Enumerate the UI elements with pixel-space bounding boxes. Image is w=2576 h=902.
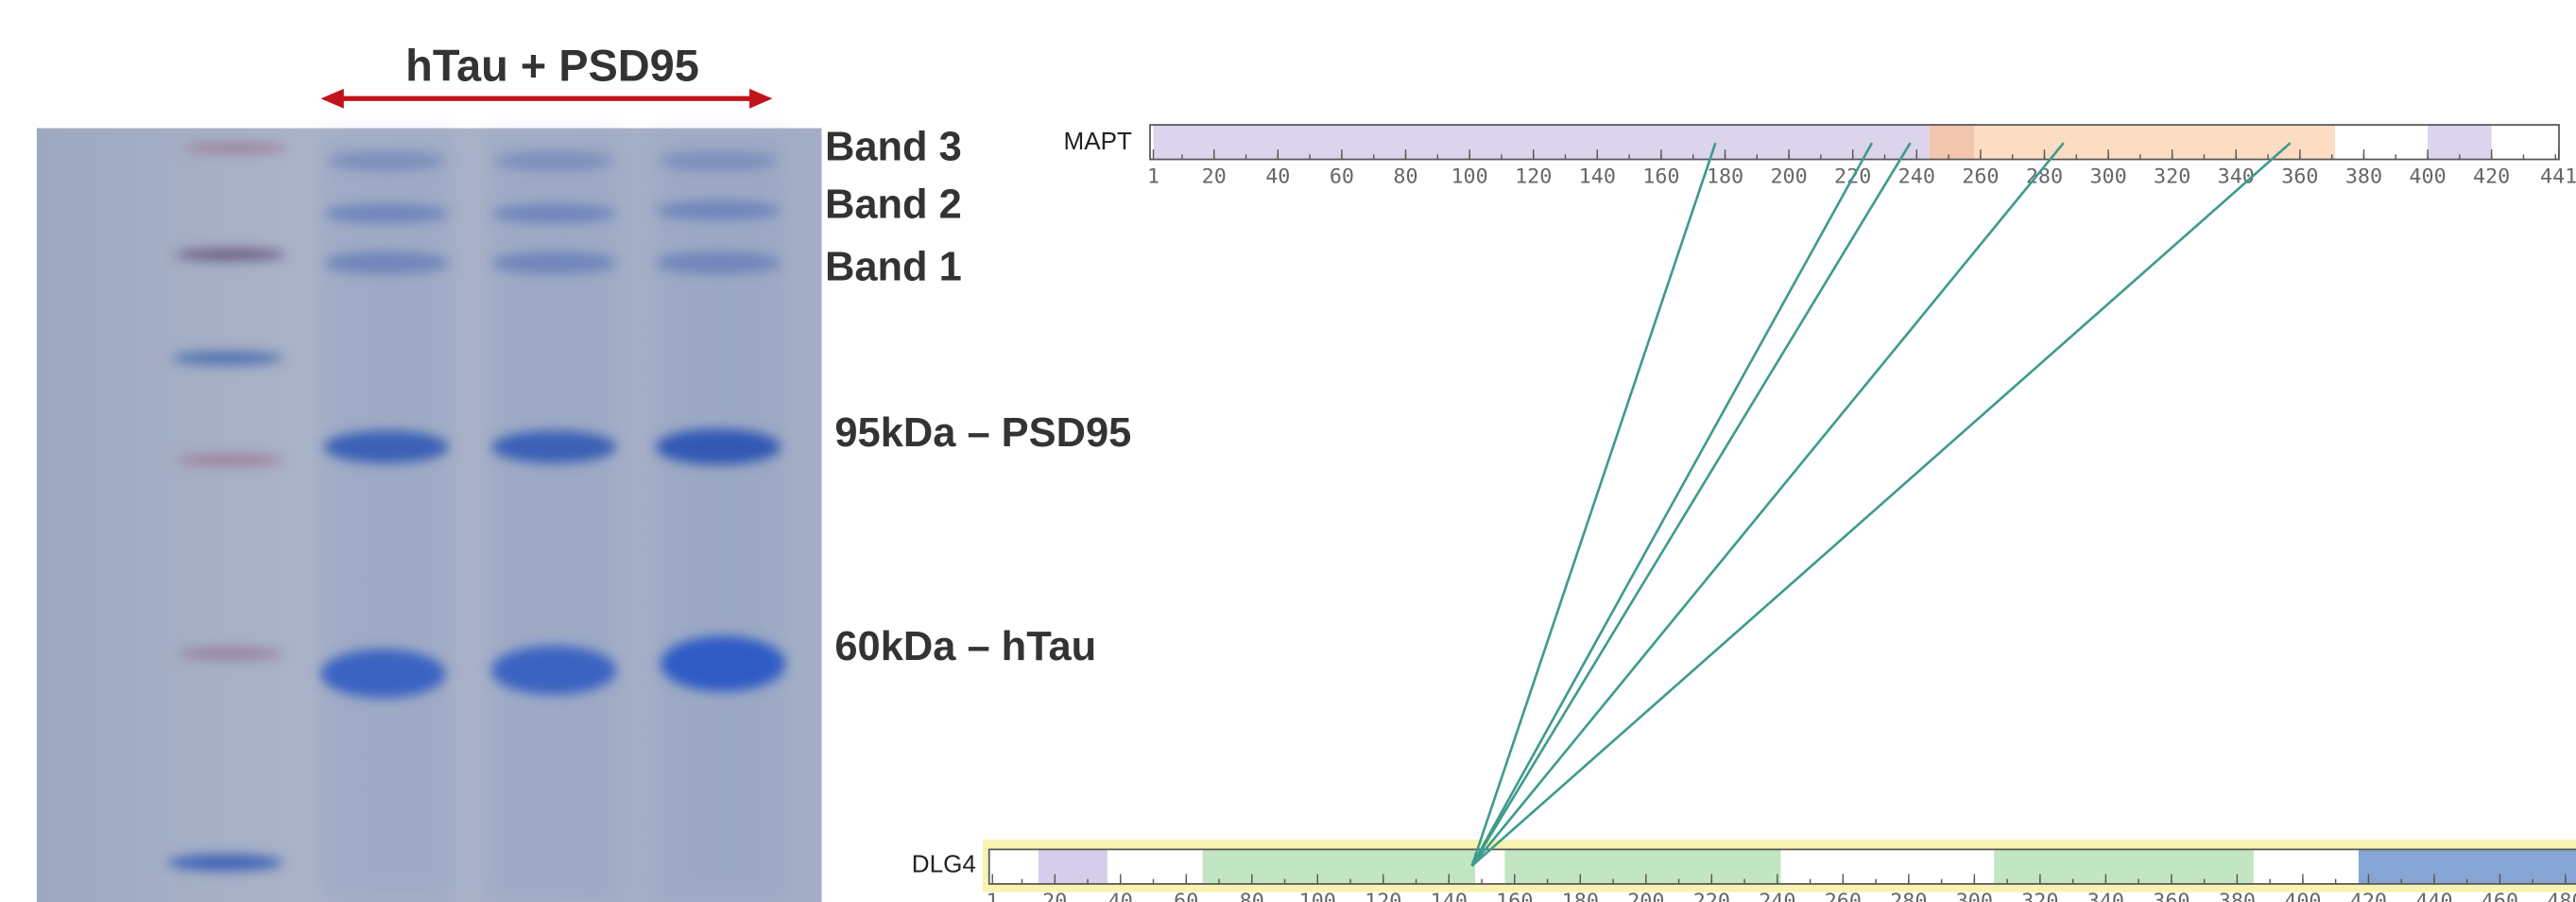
tick-label: 340 — [2087, 890, 2124, 902]
tick-label: 280 — [1890, 890, 1927, 902]
tick-label: 1 — [987, 890, 999, 902]
tick-label: 200 — [1627, 890, 1664, 902]
tick-label: 400 — [2409, 165, 2446, 189]
tick-label: 220 — [1693, 890, 1730, 902]
tick-label: 160 — [1496, 890, 1533, 902]
protein-label: DLG4 — [912, 850, 976, 878]
tick-label: 80 — [1393, 165, 1417, 189]
band-label: Band 1 — [825, 244, 962, 289]
domain — [1930, 125, 1974, 159]
tick-label: 100 — [1299, 890, 1336, 902]
tick-label: 80 — [1240, 890, 1264, 902]
tick-label: 380 — [2219, 890, 2256, 902]
figure: hTau + PSD95 Band 3 Band 2 Band 1 95kDa … — [0, 0, 2576, 902]
tick-label: 320 — [2154, 165, 2190, 189]
tick-label: 120 — [1365, 890, 1401, 902]
domain — [1039, 849, 1108, 883]
tick-label: 300 — [1956, 890, 1993, 902]
tick-label: 40 — [1265, 165, 1290, 189]
tick-label: 340 — [2218, 165, 2255, 189]
gel-title: hTau + PSD95 — [405, 41, 699, 90]
domain — [1504, 849, 1780, 883]
tick-label: 400 — [2284, 890, 2321, 902]
crosslink — [1472, 143, 2064, 866]
tick-label: 240 — [1759, 890, 1795, 902]
tick-label: 140 — [1579, 165, 1616, 189]
tick-label: 480 — [2547, 890, 2576, 902]
tick-label: 180 — [1707, 165, 1743, 189]
band-label: Band 2 — [825, 182, 962, 227]
tick-label: 440 — [2415, 890, 2452, 902]
tick-label: 360 — [2281, 165, 2318, 189]
tick-label: 240 — [1898, 165, 1935, 189]
tick-label: 120 — [1515, 165, 1552, 189]
domain — [1203, 849, 1475, 883]
tick-label: 180 — [1562, 890, 1599, 902]
tick-label: 441 — [2540, 165, 2576, 189]
tick-label: 40 — [1108, 890, 1133, 902]
tick-label: 200 — [1770, 165, 1807, 189]
domain — [1974, 125, 2335, 159]
domain — [2359, 849, 2576, 883]
domain — [2428, 125, 2492, 159]
marker-label: 95kDa – PSD95 — [834, 410, 1131, 456]
tick-label: 420 — [2350, 890, 2387, 902]
tick-label: 380 — [2345, 165, 2382, 189]
arrow-head — [749, 89, 772, 109]
gel-image — [37, 129, 822, 902]
tick-label: 1 — [1147, 165, 1159, 189]
domain — [1154, 125, 1930, 159]
tick-label: 20 — [1202, 165, 1227, 189]
page: {"gel": {"title": "hTau + PSD95", "bands… — [0, 0, 2576, 902]
tick-label: 60 — [1330, 165, 1354, 189]
tick-label: 100 — [1451, 165, 1487, 189]
tick-label: 360 — [2153, 890, 2190, 902]
tick-label: 140 — [1431, 890, 1468, 902]
tick-label: 20 — [1042, 890, 1067, 902]
protein-label: MAPT — [1064, 127, 1132, 155]
tick-label: 260 — [1962, 165, 1999, 189]
tick-label: 260 — [1825, 890, 1862, 902]
crosslink — [1472, 143, 1872, 866]
tick-label: 60 — [1174, 890, 1198, 902]
arrow-head — [320, 89, 343, 109]
band-label: Band 3 — [825, 125, 962, 170]
tick-label: 420 — [2473, 165, 2510, 189]
tick-label: 460 — [2482, 890, 2518, 902]
crosslink — [1472, 143, 1911, 866]
tick-label: 160 — [1642, 165, 1679, 189]
domain — [1994, 849, 2254, 883]
tick-label: 320 — [2021, 890, 2058, 902]
marker-label: 60kDa – hTau — [834, 624, 1096, 669]
tick-label: 300 — [2089, 165, 2126, 189]
crosslink-diagram: 1204060801001201401601802002202402602803… — [987, 125, 2576, 902]
tick-label: 280 — [2026, 165, 2063, 189]
